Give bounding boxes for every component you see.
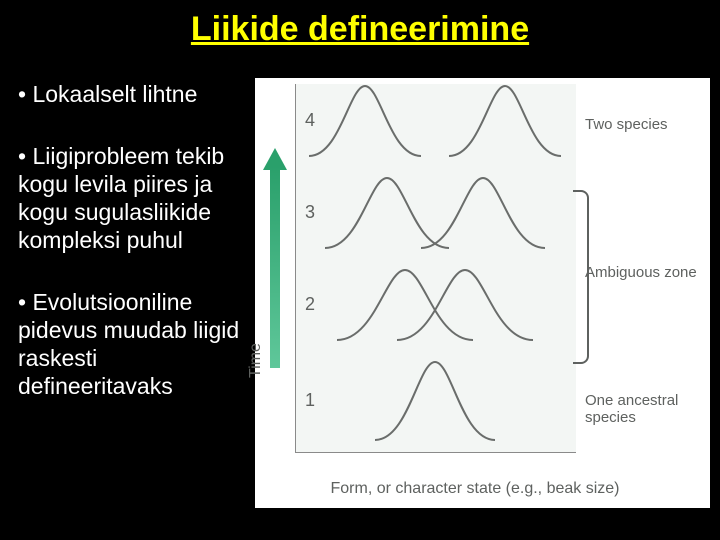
bullet-text: Lokaalselt lihtne <box>32 81 197 107</box>
bullet-item: • Lokaalselt lihtne <box>18 80 243 108</box>
bullet-text: Evolutsiooniline pidevus muudab liigid r… <box>18 289 239 399</box>
bullet-item: • Liigiprobleem tekib kogu levila piires… <box>18 142 243 254</box>
right-label-ambiguous: Ambiguous zone <box>585 264 705 281</box>
slide-title: Liikide defineerimine <box>0 10 720 49</box>
distribution-curves <box>295 78 575 446</box>
speciation-figure: Time 4 3 2 1 Two species Ambiguous zone … <box>255 78 710 508</box>
right-label-ancestral: One ancestral species <box>585 392 705 426</box>
bullet-list: • Lokaalselt lihtne • Liigiprobleem teki… <box>18 80 243 434</box>
x-axis-label: Form, or character state (e.g., beak siz… <box>295 480 655 498</box>
bullet-item: • Evolutsiooniline pidevus muudab liigid… <box>18 288 243 400</box>
bullet-text: Liigiprobleem tekib kogu levila piires j… <box>18 143 224 253</box>
time-arrow-icon <box>263 148 287 368</box>
y-axis-label: Time <box>247 343 265 378</box>
right-label-two-species: Two species <box>585 116 705 133</box>
arrow-stem <box>270 166 280 368</box>
